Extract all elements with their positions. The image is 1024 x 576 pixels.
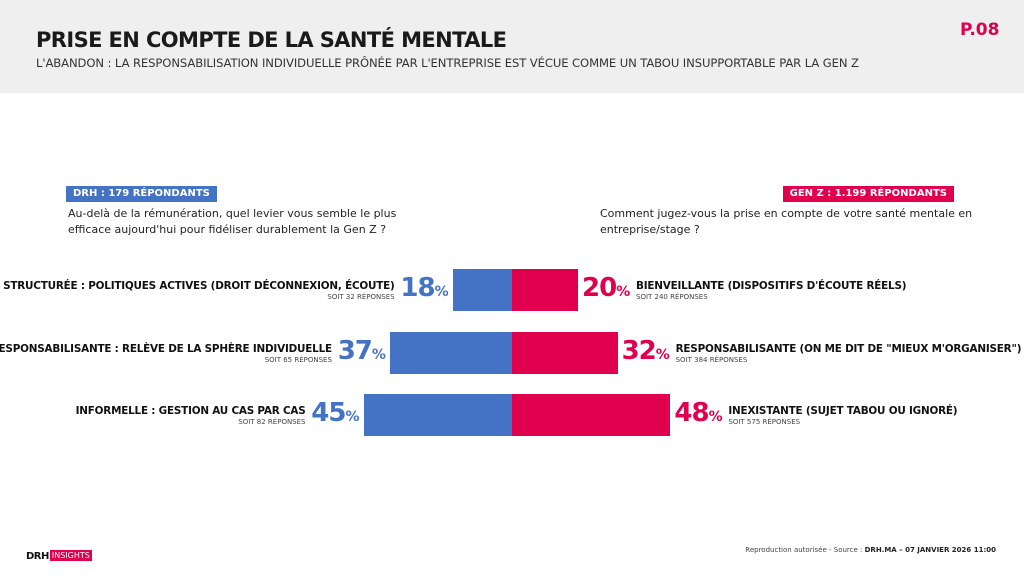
bar-genz xyxy=(512,394,671,436)
drh-respondents-badge: DRH : 179 RÉPONDANTS xyxy=(66,186,217,202)
genz-value-label: 48% xyxy=(674,398,722,428)
drh-value-label: 37% xyxy=(338,336,386,366)
drh-value-number: 37 xyxy=(337,336,373,366)
drh-value-number: 18 xyxy=(400,273,435,303)
source-prefix: Reproduction autorisée - Source : xyxy=(745,546,865,554)
drh-category-name: STRUCTURÉE : POLITIQUES ACTIVES (DROIT D… xyxy=(3,280,395,292)
logo-text: DRH xyxy=(26,551,49,562)
logo-tag: INSIGHTS xyxy=(49,550,92,561)
drh-category-name: INFORMELLE : GESTION AU CAS PAR CAS xyxy=(75,405,306,417)
drh-category-label: STRUCTURÉE : POLITIQUES ACTIVES (DROIT D… xyxy=(3,280,395,301)
bar-drh xyxy=(363,394,512,436)
page-number: P.08 xyxy=(960,20,1000,40)
drh-value-unit: % xyxy=(371,347,386,363)
drh-response-count: SOIT 65 RÉPONSES xyxy=(264,356,332,364)
source-date: DRH.MA – 07 JANVIER 2026 11:00 xyxy=(864,546,996,554)
genz-value-unit: % xyxy=(708,409,723,425)
bar-genz xyxy=(512,332,618,374)
genz-category-name: INEXISTANTE (SUJET TABOU OU IGNORÉ) xyxy=(728,405,958,417)
bar-genz xyxy=(512,269,578,311)
genz-category-label: INEXISTANTE (SUJET TABOU OU IGNORÉ) SOIT … xyxy=(728,405,957,426)
drh-value-number: 45 xyxy=(311,398,346,428)
genz-value-unit: % xyxy=(616,284,631,300)
genz-question: Comment jugez-vous la prise en compte de… xyxy=(600,207,973,236)
drh-question: Au-delà de la rémunération, quel levier … xyxy=(68,207,397,236)
genz-value-number: 20 xyxy=(582,273,617,303)
source-footer: Reproduction autorisée - Source : DRH.MA… xyxy=(745,546,996,554)
page-subtitle: L'ABANDON : LA RESPONSABILISATION INDIVI… xyxy=(36,56,859,70)
header-band xyxy=(0,0,1024,93)
drh-value-label: 45% xyxy=(311,398,359,428)
genz-category-name: BIENVEILLANTE (DISPOSITIFS D'ÉCOUTE RÉEL… xyxy=(636,280,907,292)
drh-response-count: SOIT 32 RÉPONSES xyxy=(327,293,395,301)
page-title: PRISE EN COMPTE DE LA SANTÉ MENTALE xyxy=(36,28,507,52)
genz-value-number: 48 xyxy=(674,398,709,428)
drh-insights-logo: DRH INSIGHTS xyxy=(26,546,92,564)
drh-category-label: RESPONSABILISANTE : RELÈVE DE LA SPHÈRE … xyxy=(0,343,332,364)
genz-category-label: RESPONSABILISANTE (ON ME DIT DE "MIEUX M… xyxy=(676,343,1022,364)
drh-value-unit: % xyxy=(434,284,449,300)
genz-value-label: 32% xyxy=(622,336,670,366)
genz-respondents-badge: GEN Z : 1.199 RÉPONDANTS xyxy=(782,186,954,202)
genz-response-count: SOIT 575 RÉPONSES xyxy=(728,418,801,426)
genz-category-label: BIENVEILLANTE (DISPOSITIFS D'ÉCOUTE RÉEL… xyxy=(636,280,906,301)
drh-category-name: RESPONSABILISANTE : RELÈVE DE LA SPHÈRE … xyxy=(0,343,332,355)
bar-drh xyxy=(389,332,512,374)
drh-response-count: SOIT 82 RÉPONSES xyxy=(238,418,306,426)
genz-category-name: RESPONSABILISANTE (ON ME DIT DE "MIEUX M… xyxy=(675,343,1022,355)
genz-value-label: 20% xyxy=(582,273,630,303)
genz-value-number: 32 xyxy=(621,336,657,366)
bar-drh xyxy=(452,269,512,311)
genz-response-count: SOIT 240 RÉPONSES xyxy=(636,293,708,301)
drh-value-unit: % xyxy=(345,409,360,425)
drh-category-label: INFORMELLE : GESTION AU CAS PAR CAS SOIT … xyxy=(76,405,306,426)
genz-value-unit: % xyxy=(655,347,670,363)
genz-response-count: SOIT 384 RÉPONSES xyxy=(675,356,748,364)
drh-value-label: 18% xyxy=(400,273,448,303)
